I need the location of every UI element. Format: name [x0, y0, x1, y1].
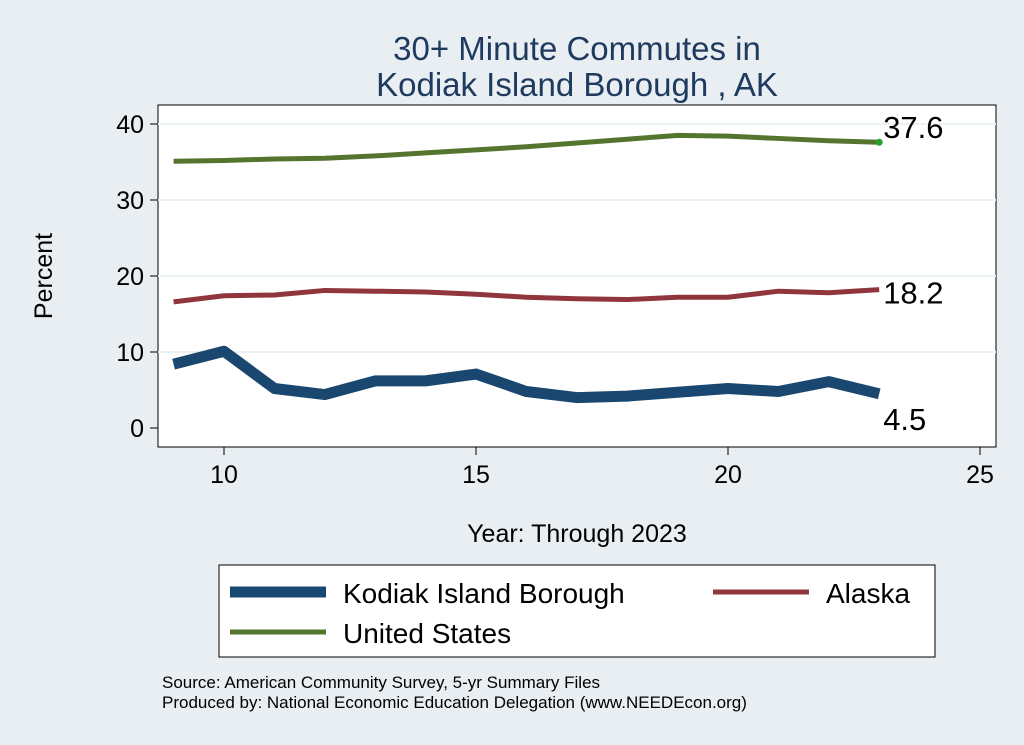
- chart-title-line: 30+ Minute Commutes in: [393, 30, 761, 67]
- y-tick-label: 30: [116, 187, 144, 215]
- chart-title-line: Kodiak Island Borough , AK: [376, 66, 778, 103]
- legend-label: United States: [343, 618, 511, 649]
- series: [172, 132, 883, 404]
- end-labels: 4.5 18.2 37.6: [883, 110, 943, 437]
- legend-box: [218, 564, 936, 658]
- series-end-point: [875, 138, 883, 146]
- x-tick-label: 20: [714, 461, 742, 489]
- y-tick-label: 20: [116, 263, 144, 291]
- legend-label: Kodiak Island Borough: [343, 578, 625, 609]
- source-note: Source: American Community Survey, 5-yr …: [162, 673, 600, 692]
- x-tick-label: 10: [210, 461, 238, 489]
- legend: Kodiak Island Borough Alaska United States: [230, 578, 910, 649]
- x-axis-label: Year: Through 2023: [467, 520, 687, 548]
- series-line-alaska: [173, 287, 880, 305]
- grid: [158, 123, 996, 353]
- y-axis-label: Percent: [30, 233, 58, 319]
- end-label: 4.5: [883, 402, 926, 437]
- legend-label: Alaska: [826, 578, 910, 609]
- y-tick-label: 0: [130, 415, 144, 443]
- axes: 0 10 20 30 40 10 15 20 25: [116, 111, 994, 489]
- source-notes: Source: American Community Survey, 5-yr …: [162, 673, 747, 712]
- y-tick-label: 40: [116, 111, 144, 139]
- end-label: 18.2: [883, 276, 943, 311]
- x-tick-label: 15: [462, 461, 490, 489]
- source-note: Produced by: National Economic Education…: [162, 693, 747, 712]
- series-line-united-states: [173, 132, 880, 164]
- end-label: 37.6: [883, 110, 943, 145]
- series-line-kodiak-island-borough: [172, 345, 881, 404]
- y-tick-label: 10: [116, 339, 144, 367]
- x-tick-label: 25: [966, 461, 994, 489]
